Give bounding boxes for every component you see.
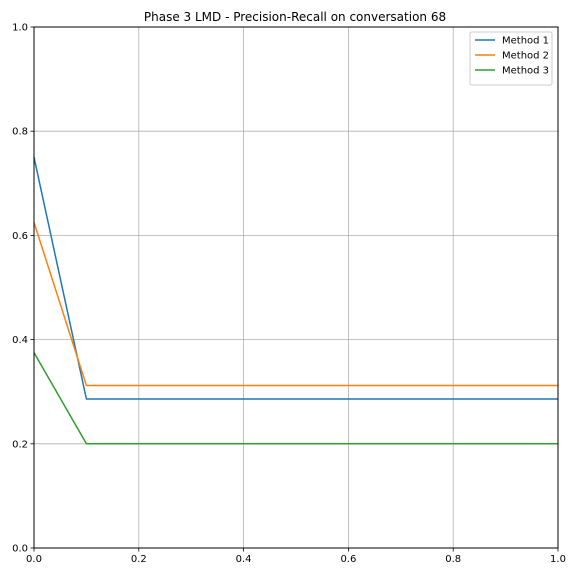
y-tick-label: 0.4 <box>12 335 28 346</box>
y-tick-label: 0.0 <box>12 544 28 555</box>
x-tick-label: 0.4 <box>236 554 252 565</box>
legend-label: Method 3 <box>502 66 549 77</box>
series-line-method-3 <box>33 352 558 445</box>
axis-layer: 0.0 0.2 0.4 0.6 0.8 1.0 0.0 0.2 0.4 0.6 0.8 1.0 <box>12 23 566 566</box>
y-tick-label: 0.8 <box>12 127 28 138</box>
legend-label: Method 1 <box>502 36 549 47</box>
x-tick-label: 0.0 <box>26 554 42 565</box>
x-tick-label: 1.0 <box>550 554 566 565</box>
plot-frame <box>33 26 559 549</box>
chart-title: Phase 3 LMD - Precision-Recall on conver… <box>144 10 446 24</box>
y-tick-label: 0.2 <box>12 439 28 450</box>
legend: Method 1 Method 2 Method 3 <box>469 31 553 86</box>
x-tick-label: 0.8 <box>445 554 461 565</box>
legend-label: Method 2 <box>502 51 549 62</box>
series-layer <box>33 157 558 445</box>
legend-box <box>469 31 553 86</box>
y-tick-label: 1.0 <box>12 23 28 34</box>
grid-layer <box>33 26 559 549</box>
x-tick-label: 0.6 <box>340 554 356 565</box>
x-tick-label: 0.2 <box>131 554 147 565</box>
series-line-method-1 <box>33 157 558 400</box>
y-tick-label: 0.6 <box>12 231 28 242</box>
series-line-method-2 <box>33 222 558 387</box>
